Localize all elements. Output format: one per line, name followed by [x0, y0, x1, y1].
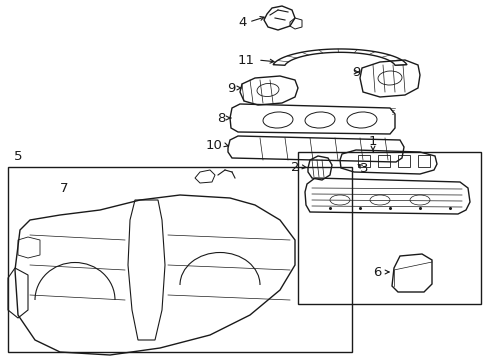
Text: 5: 5 — [14, 150, 22, 163]
Text: 2: 2 — [291, 161, 299, 174]
Text: 6: 6 — [373, 266, 381, 279]
Text: 11: 11 — [238, 54, 254, 67]
Text: 4: 4 — [238, 15, 246, 28]
Text: 9: 9 — [226, 81, 235, 95]
Text: 8: 8 — [216, 112, 224, 125]
Text: 9: 9 — [351, 66, 360, 78]
Bar — [297, 152, 480, 304]
Text: 3: 3 — [359, 162, 368, 175]
Text: 7: 7 — [60, 181, 68, 194]
Text: 10: 10 — [204, 139, 222, 152]
Bar — [8, 167, 351, 352]
Text: 1: 1 — [368, 135, 376, 148]
